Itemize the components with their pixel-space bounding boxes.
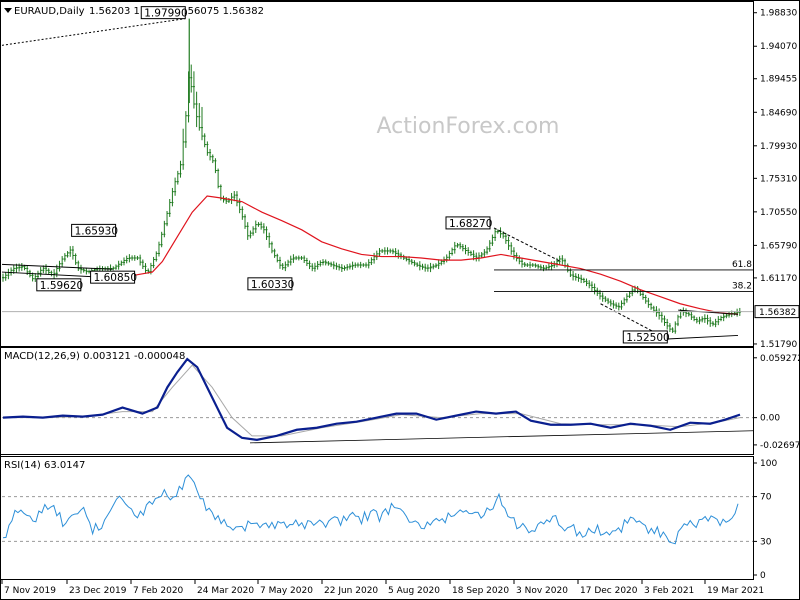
x-tick-label: 17 Dec 2020 — [580, 586, 638, 596]
x-tick-label: 3 Nov 2020 — [516, 586, 568, 596]
wedge-upper — [678, 309, 739, 315]
annotation-1.68270: 1.68270 — [445, 216, 492, 230]
rsi-panel-frame — [0, 456, 754, 580]
rsi-tick-label: 0 — [760, 571, 766, 581]
svg-text:1.97990: 1.97990 — [144, 8, 187, 20]
macd-title: MACD(12,26,9) 0.003121 -0.000048 — [4, 351, 185, 362]
annotation-1.60330: 1.60330 — [247, 277, 294, 291]
price-tick-label: 1.70550 — [760, 208, 797, 218]
price-header: EURAUD,Daily 1.56203 1.56503 1.56075 1.5… — [4, 6, 264, 17]
macd-main-line — [2, 357, 741, 441]
x-tick-label: 22 Jun 2020 — [324, 586, 378, 596]
current-price-box — [754, 305, 800, 319]
svg-text:1.68270: 1.68270 — [449, 218, 492, 230]
price-axis: 1.98830 1.94070 1.89455 1.84690 1.79930 1.753… — [2, 9, 800, 350]
dropdown-arrow-icon[interactable] — [4, 8, 12, 13]
svg-text:1.52500: 1.52500 — [626, 332, 669, 344]
rsi-tick-label: 70 — [760, 493, 772, 503]
annotation-1.52500: 1.52500 — [622, 330, 670, 344]
fib-label: 38.2 — [732, 281, 752, 291]
trendline-descending — [493, 227, 561, 262]
x-tick-label: 24 Mar 2020 — [197, 586, 254, 596]
price-tick-label: 1.98830 — [760, 9, 797, 19]
x-tick-label: 7 Feb 2020 — [133, 586, 184, 596]
symbol-label: EURAUD,Daily — [14, 6, 85, 17]
x-tick-label: 23 Dec 2019 — [69, 586, 127, 596]
x-tick-label: 19 Mar 2021 — [707, 586, 764, 596]
channel-upper — [1, 263, 113, 270]
annotation-1.60850: 1.60850 — [90, 270, 137, 284]
svg-text:1.59620: 1.59620 — [40, 280, 83, 292]
rsi-line — [2, 474, 739, 545]
rsi-panel: 100 70 30 0 — [2, 459, 777, 581]
macd-trendline — [249, 430, 754, 444]
x-axis: 7 Nov 2019 23 Dec 2019 7 Feb 2020 24 Mar 20… — [1, 580, 764, 596]
svg-text:1.60850: 1.60850 — [94, 272, 137, 284]
price-panel-frame — [0, 1, 754, 347]
fib-label: 61.8 — [732, 260, 752, 270]
x-tick-label: 5 Aug 2020 — [388, 586, 440, 596]
rsi-tick-label: 30 — [760, 537, 772, 547]
svg-text:1.60330: 1.60330 — [251, 279, 294, 291]
price-tick-label: 1.89455 — [760, 75, 797, 85]
price-tick-label: 1.75310 — [760, 174, 797, 184]
price-tick-label: 1.65790 — [760, 241, 797, 251]
macd-panel-frame — [0, 347, 754, 455]
ma-line — [112, 195, 739, 315]
x-tick-label: 7 May 2020 — [260, 586, 313, 596]
macd-tick-label: 0.059272 — [760, 354, 800, 364]
wedge-lower — [667, 334, 739, 340]
price-tick-label: 1.51790 — [760, 340, 797, 350]
svg-text:1.65930: 1.65930 — [75, 225, 118, 237]
price-tick-label: 1.94070 — [760, 42, 797, 52]
ma-line-group — [112, 195, 739, 315]
rsi-tick-label: 100 — [760, 459, 777, 469]
macd-panel: 0.059272 0.00 -0.026978 — [2, 354, 800, 451]
price-tick-label: 1.84690 — [760, 108, 797, 118]
price-tick-label: 1.79930 — [760, 142, 797, 152]
watermark: ActionForex.com — [377, 114, 560, 139]
x-tick-label: 3 Feb 2021 — [644, 586, 694, 596]
x-tick-label: 18 Sep 2020 — [452, 586, 509, 596]
rsi-title: RSI(14) 63.0147 — [4, 460, 85, 471]
trendline-top — [1, 18, 186, 46]
annotation-1.97990: 1.97990 — [140, 6, 188, 20]
price-annotations: 1.97990 1.65930 1.60850 1.59620 1.60330 1.682… — [36, 6, 670, 344]
annotation-1.59620: 1.59620 — [36, 278, 83, 292]
fib-levels: 61.8 38.2 — [494, 260, 753, 292]
current-price-label: 1.56382 — [759, 308, 796, 318]
annotation-1.65930: 1.65930 — [71, 223, 118, 237]
x-tick-label: 7 Nov 2019 — [4, 586, 56, 596]
price-tick-label: 1.61170 — [760, 274, 797, 284]
macd-tick-label: -0.026978 — [760, 441, 800, 451]
macd-tick-label: 0.00 — [760, 414, 780, 424]
